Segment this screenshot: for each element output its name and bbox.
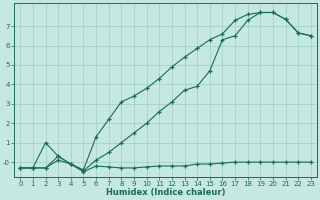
X-axis label: Humidex (Indice chaleur): Humidex (Indice chaleur) <box>106 188 225 197</box>
